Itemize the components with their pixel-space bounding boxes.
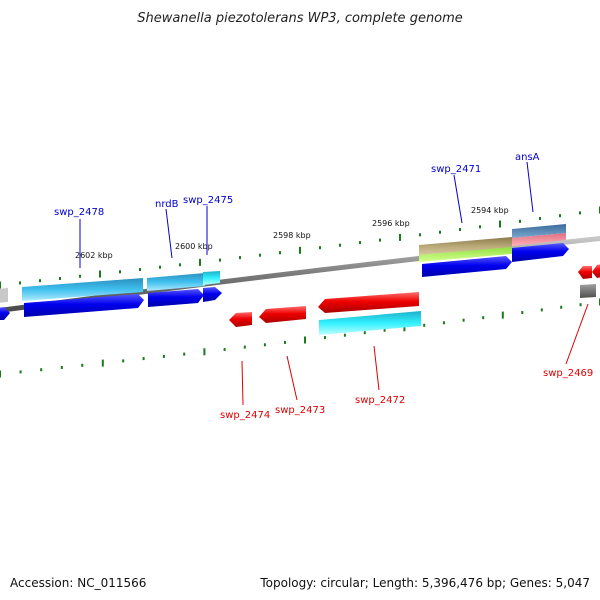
- leader-ansA: [526, 161, 534, 213]
- feature-swp2472-region[interactable]: [319, 311, 421, 335]
- feature-swp2478-region[interactable]: [22, 278, 143, 301]
- feature-nrdB-region[interactable]: [147, 273, 205, 291]
- inner-tick-ring: [0, 298, 600, 378]
- label-swp2469: swp_2469: [543, 368, 593, 379]
- leader-swp2473: [286, 355, 298, 401]
- gene-swp2478[interactable]: [24, 294, 144, 317]
- gene-swp2474[interactable]: [229, 312, 252, 327]
- feature-swp2471-region-b[interactable]: [419, 247, 512, 262]
- label-swp2478: swp_2478: [54, 207, 104, 218]
- leader-swp2474: [241, 360, 244, 406]
- scale-label-2596: 2596 kbp: [372, 219, 410, 228]
- outer-tick-ring: [0, 206, 600, 289]
- feature-swp2475-region[interactable]: [203, 271, 220, 285]
- label-swp2471: swp_2471: [431, 164, 481, 175]
- feature-ansA-region-b[interactable]: [512, 233, 566, 246]
- gene-swp2475[interactable]: [203, 287, 222, 302]
- label-nrdB: nrdB: [155, 199, 179, 210]
- leader-swp2472: [373, 345, 380, 391]
- gene-swp2471[interactable]: [422, 256, 512, 277]
- genome-summary-text: Topology: circular; Length: 5,396,476 bp…: [260, 576, 590, 590]
- label-swp2475: swp_2475: [183, 195, 233, 206]
- label-swp2474: swp_2474: [220, 410, 270, 421]
- label-swp2473: swp_2473: [275, 405, 325, 416]
- scale-label-2600: 2600 kbp: [175, 242, 213, 251]
- scale-label-2598: 2598 kbp: [273, 231, 311, 240]
- map-title: Shewanella piezotolerans WP3, complete g…: [137, 11, 463, 26]
- gene-swp2469[interactable]: [578, 266, 592, 279]
- leader-swp2471: [453, 174, 463, 224]
- gene-swp2472[interactable]: [318, 292, 419, 313]
- scale-label-2594: 2594 kbp: [471, 206, 509, 215]
- partial-feature-gray[interactable]: [0, 288, 8, 303]
- gene-swp2473[interactable]: [259, 306, 306, 323]
- label-ansA: ansA: [515, 152, 540, 163]
- scale-label-2602: 2602 kbp: [75, 251, 113, 260]
- gene-swp2468-partial[interactable]: [592, 264, 600, 278]
- leader-swp2469: [565, 303, 589, 365]
- leader-nrdB: [165, 208, 173, 259]
- label-swp2472: swp_2472: [355, 395, 405, 406]
- accession-text: Accession: NC_011566: [10, 576, 147, 590]
- gene-nrdB[interactable]: [148, 289, 204, 307]
- gene-ansA[interactable]: [512, 243, 569, 262]
- feature-swp2471-region-a[interactable]: [419, 237, 512, 255]
- partial-gene-blue[interactable]: [0, 307, 10, 320]
- feature-ansA-region-a[interactable]: [512, 224, 566, 238]
- feature-swp2469-region[interactable]: [580, 284, 596, 298]
